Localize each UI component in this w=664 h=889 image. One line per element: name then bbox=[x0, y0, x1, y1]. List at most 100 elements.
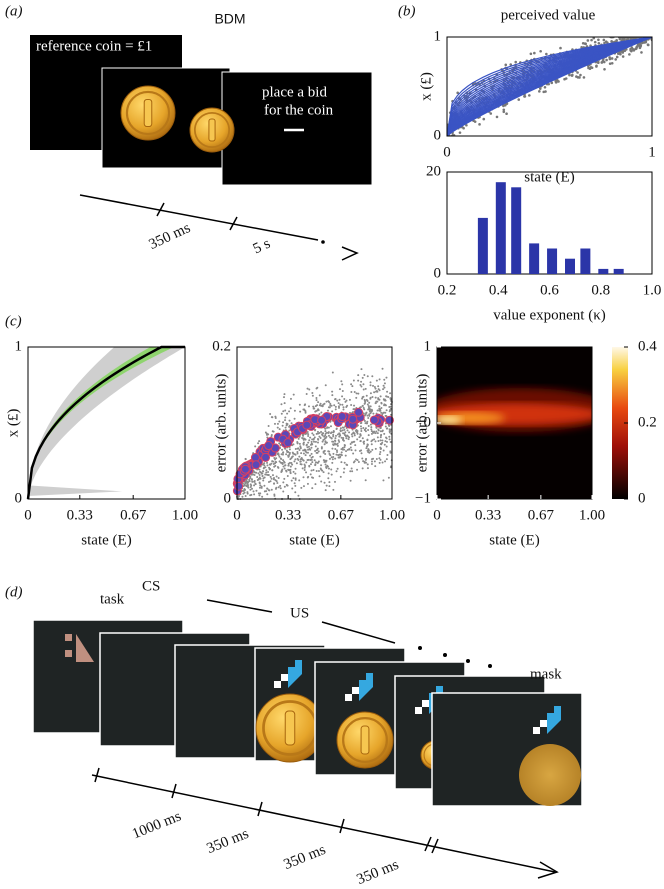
scatter-dot bbox=[328, 450, 331, 453]
scatter-dot bbox=[389, 413, 392, 416]
scatter-dot bbox=[322, 471, 325, 474]
scatter-dot bbox=[339, 475, 342, 478]
x-axis-label: state (E) bbox=[524, 169, 574, 185]
scatter-dot bbox=[316, 441, 319, 444]
mask-disc bbox=[519, 744, 581, 806]
scatter-dot bbox=[275, 486, 278, 489]
scatter-dot bbox=[357, 392, 360, 395]
scatter-dot bbox=[367, 434, 370, 437]
scatter-dot bbox=[288, 410, 291, 413]
scatter-dot bbox=[353, 460, 356, 463]
scatter-dot bbox=[482, 117, 486, 121]
mean-point bbox=[354, 407, 364, 417]
scatter-dot bbox=[271, 474, 274, 477]
scatter-dot bbox=[300, 456, 303, 459]
scatter-dot bbox=[267, 474, 270, 477]
scatter-dot bbox=[311, 487, 314, 490]
scatter-dot bbox=[628, 53, 631, 56]
scatter-dot bbox=[387, 476, 390, 479]
scatter-dot bbox=[361, 467, 364, 470]
scatter-dot bbox=[288, 419, 291, 422]
scatter-dot bbox=[289, 397, 292, 400]
scatter-dot bbox=[290, 422, 293, 425]
scatter-dot bbox=[309, 454, 312, 457]
scatter-dot bbox=[351, 411, 354, 414]
scatter-dot bbox=[288, 448, 291, 451]
scatter-dot bbox=[304, 465, 307, 468]
scatter-dot bbox=[310, 469, 313, 472]
scatter-dot bbox=[325, 466, 328, 469]
scatter-dot bbox=[353, 404, 356, 407]
scatter-dot bbox=[258, 474, 261, 477]
scatter-dot bbox=[259, 484, 262, 487]
scatter-dot bbox=[334, 437, 337, 440]
scatter-dot bbox=[341, 446, 344, 449]
scatter-dot bbox=[308, 464, 311, 467]
scatter-dot bbox=[255, 489, 258, 492]
panel-title: BDM bbox=[214, 11, 245, 27]
scatter-dot bbox=[568, 73, 571, 77]
scatter-dot bbox=[646, 43, 650, 47]
scatter-dot bbox=[343, 398, 346, 401]
scatter-dot bbox=[456, 91, 459, 95]
scatter-dot bbox=[364, 387, 367, 390]
scatter-dot bbox=[309, 448, 312, 451]
colorbar-tick-label: 0 bbox=[638, 490, 646, 506]
scatter-dot bbox=[334, 405, 337, 408]
scatter-dot bbox=[298, 479, 301, 482]
scatter-dot bbox=[333, 404, 336, 407]
scatter-dot bbox=[373, 430, 376, 433]
scatter-dot bbox=[340, 380, 343, 383]
scatter-dot bbox=[356, 432, 359, 435]
scatter-dot bbox=[389, 466, 392, 469]
scatter-dot bbox=[262, 477, 265, 480]
scatter-dot bbox=[343, 432, 346, 435]
scatter-dot bbox=[244, 458, 247, 461]
scatter-dot bbox=[334, 447, 337, 450]
scatter-dot bbox=[286, 474, 289, 477]
scatter-dot bbox=[313, 436, 316, 439]
x-tick-label: 0 bbox=[233, 507, 241, 523]
scatter-dot bbox=[335, 449, 338, 452]
scatter-dot bbox=[299, 445, 302, 448]
scatter-dot bbox=[318, 432, 321, 435]
scatter-dot bbox=[314, 450, 317, 453]
scatter-dot bbox=[610, 57, 614, 60]
scatter-dot bbox=[304, 410, 307, 413]
scatter-dot bbox=[365, 447, 368, 450]
scatter-dot bbox=[316, 438, 319, 441]
scatter-dot bbox=[374, 387, 377, 390]
scatter-dot bbox=[384, 411, 387, 414]
scatter-dot bbox=[278, 420, 281, 423]
scatter-dot bbox=[334, 408, 337, 411]
scatter-dot bbox=[292, 393, 295, 396]
scatter-dot bbox=[380, 411, 383, 414]
scatter-dot bbox=[283, 461, 286, 464]
scatter-dot bbox=[379, 442, 382, 445]
colorbar-tick-label: 0.4 bbox=[638, 338, 657, 354]
scatter-dot bbox=[331, 371, 334, 374]
scatter-dot bbox=[317, 401, 320, 404]
scatter-dot bbox=[249, 477, 252, 480]
scatter-dot bbox=[319, 467, 322, 470]
y-tick-label: 0 bbox=[15, 490, 23, 506]
scatter-dot bbox=[310, 476, 313, 479]
scatter-dot bbox=[282, 421, 285, 424]
scatter-dot bbox=[338, 456, 341, 459]
scatter-dot bbox=[322, 450, 325, 453]
scatter-dot bbox=[327, 406, 330, 409]
scatter-dot bbox=[366, 422, 369, 425]
scatter-dot bbox=[306, 430, 309, 433]
scatter-dot bbox=[368, 410, 371, 413]
scatter-dot bbox=[304, 432, 307, 435]
x-tick-label: 0.4 bbox=[489, 282, 508, 298]
scatter-dot bbox=[287, 454, 290, 457]
scatter-dot bbox=[305, 444, 308, 447]
scatter-dot bbox=[341, 395, 344, 398]
scatter-dot bbox=[294, 458, 297, 461]
scatter-dot bbox=[331, 390, 334, 393]
scatter-dot bbox=[384, 425, 387, 428]
scatter-dot bbox=[311, 461, 314, 464]
scatter-dot bbox=[287, 451, 290, 454]
icon-cell bbox=[533, 727, 540, 734]
